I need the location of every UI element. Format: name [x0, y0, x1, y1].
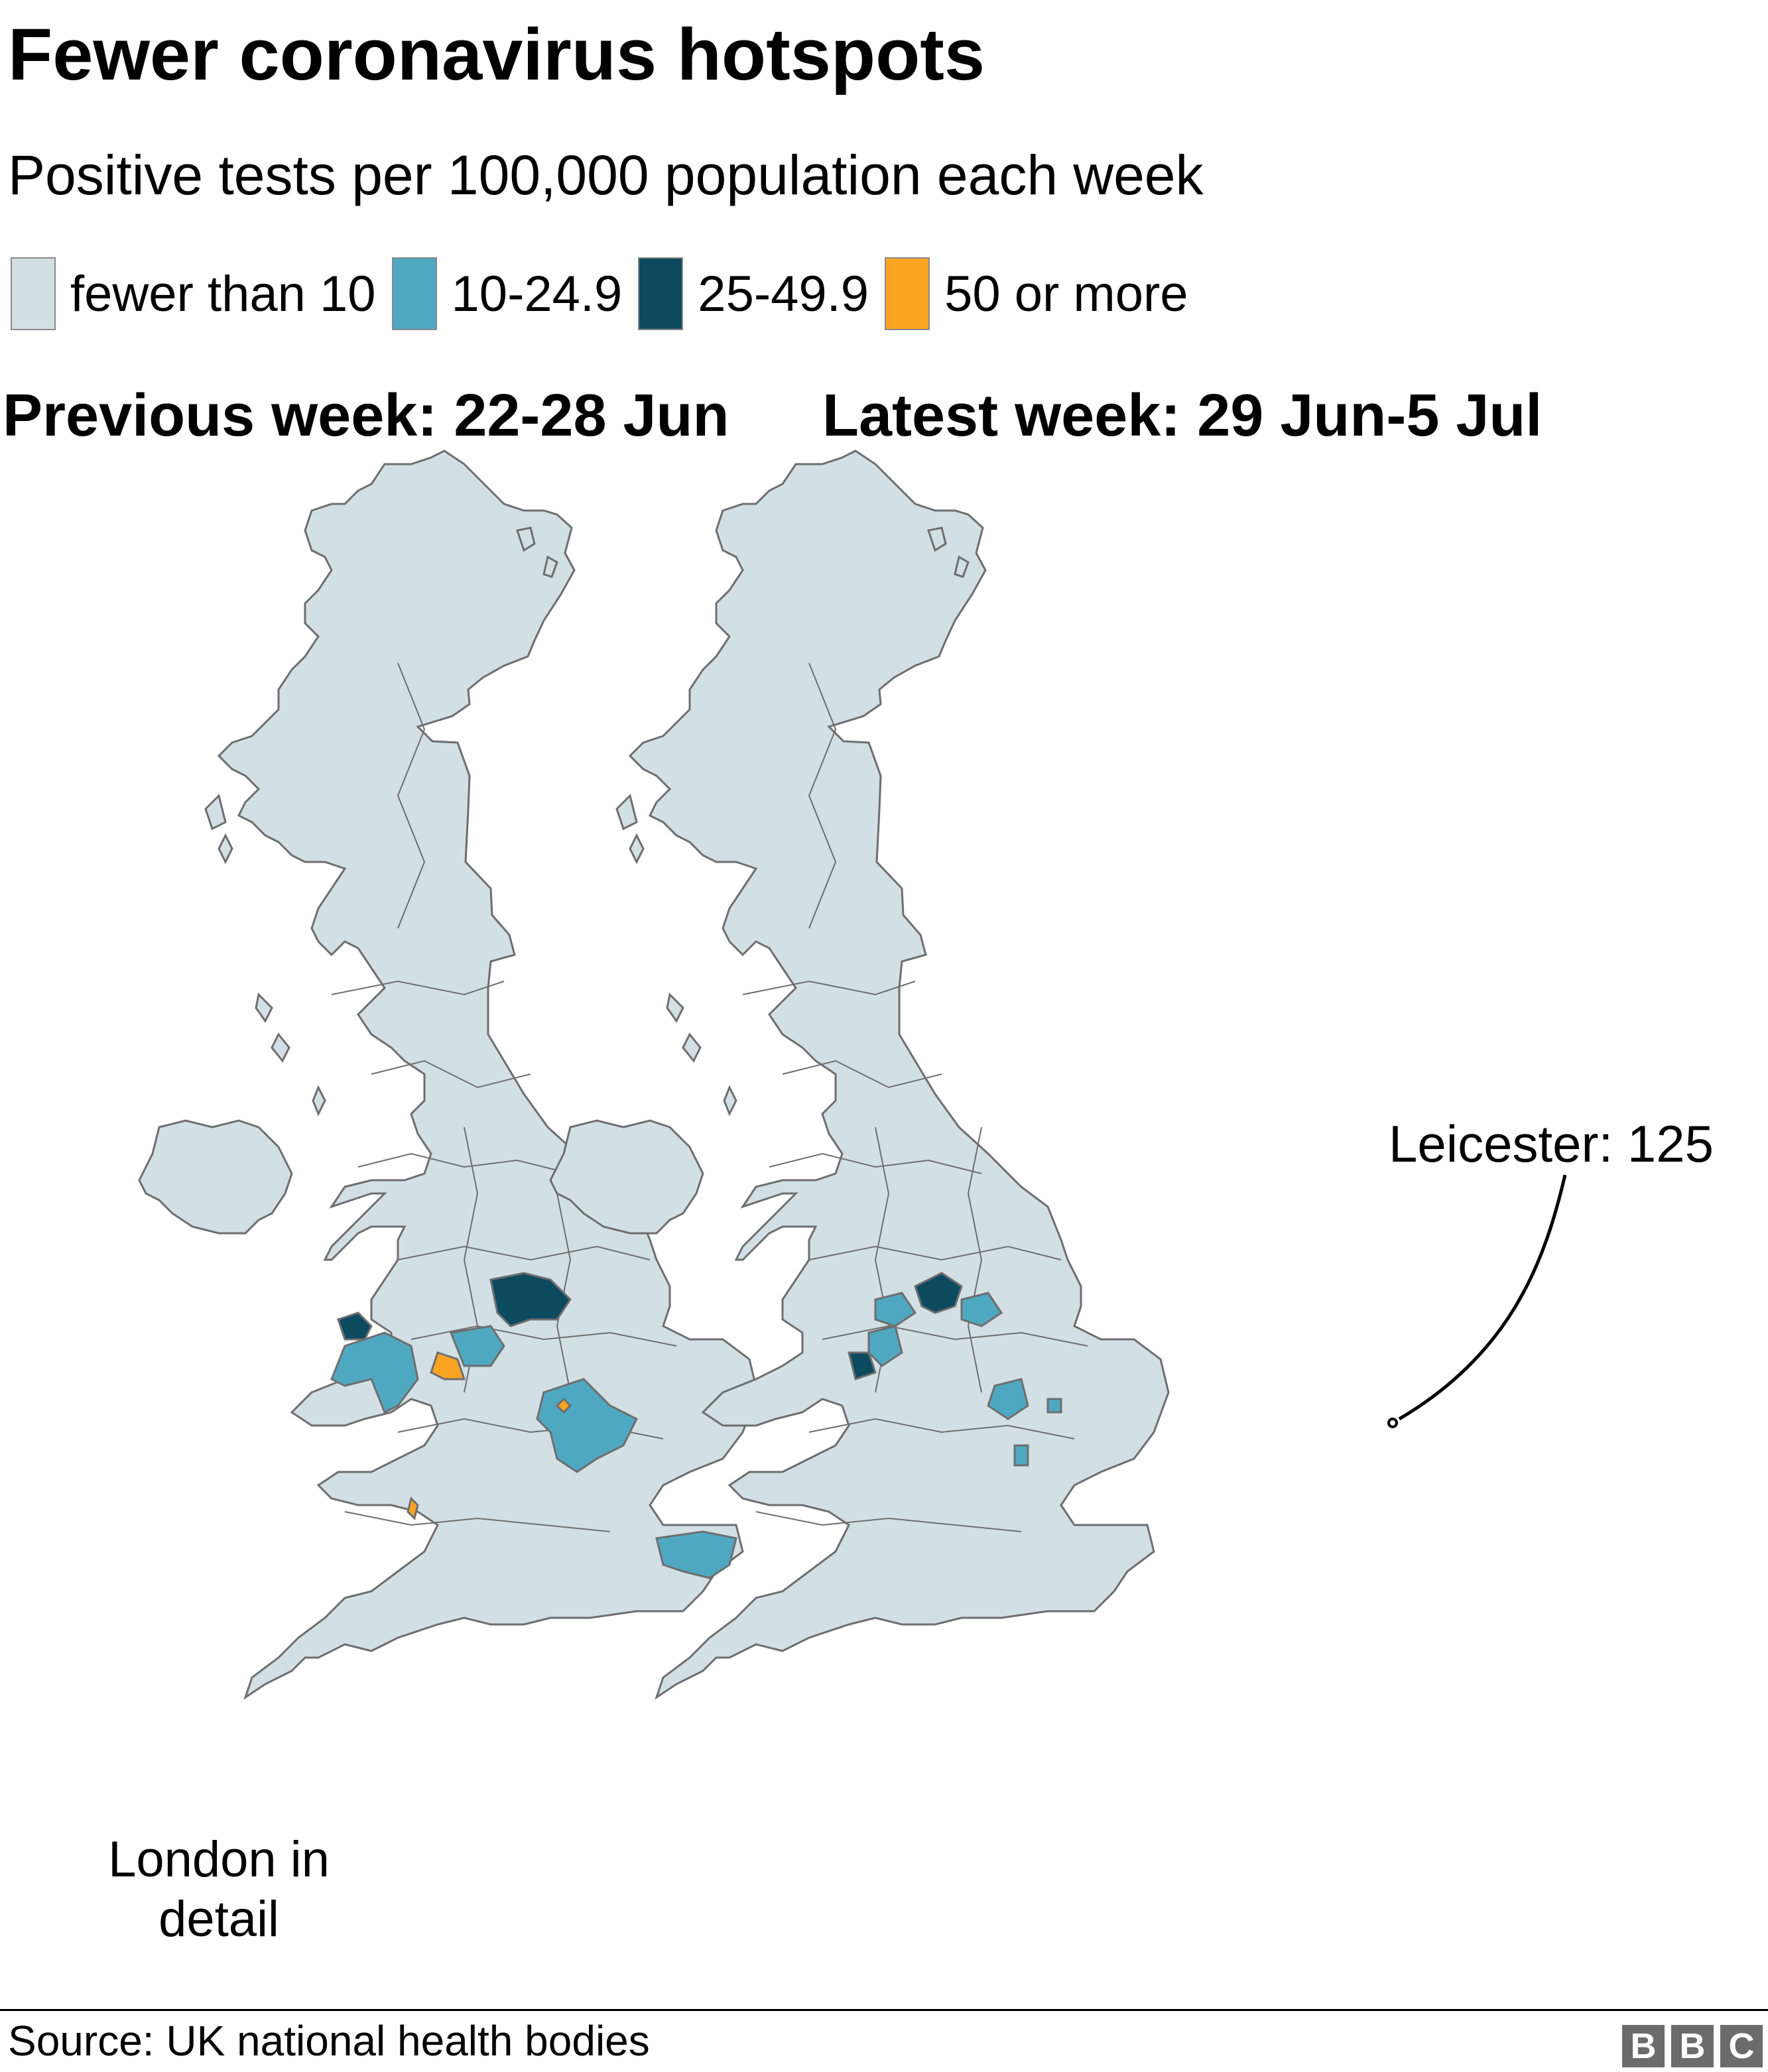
legend-label-high: 25-49.9 — [698, 265, 869, 322]
hotspot-kent — [655, 1530, 737, 1579]
legend-label-mid: 10-24.9 — [451, 265, 623, 322]
chart-subtitle: Positive tests per 100,000 population ea… — [8, 144, 1204, 206]
hotspot-dark-2 — [337, 1311, 373, 1341]
leicester-label: Leicester: 125 — [1389, 1115, 1714, 1173]
ni-outline-previous — [138, 1119, 293, 1235]
leicester-pointer-line — [1398, 1174, 1567, 1421]
latest-week-map — [549, 450, 1170, 1699]
hotspot-dark-1 — [489, 1272, 572, 1327]
hotspot-orange-1 — [430, 1351, 466, 1380]
hotspot-dark-latest-2 — [848, 1351, 877, 1380]
boundaries-latest — [742, 662, 1088, 1532]
legend-label-low: fewer than 10 — [70, 265, 376, 322]
leicester-marker — [1387, 1418, 1398, 1428]
legend-swatch-very-high — [885, 257, 930, 330]
hotspot-mid-wales — [330, 1331, 419, 1414]
boundaries-previous — [331, 662, 677, 1532]
hotspot-mid-latest-5 — [1013, 1444, 1029, 1467]
bbc-logo: B B C — [1615, 2025, 1763, 2067]
london-label-line2: detail — [158, 1890, 279, 1947]
latest-week-title: Latest week: 29 Jun-5 Jul — [822, 383, 1543, 449]
legend-item-mid: 10-24.9 — [391, 257, 623, 330]
chart-title: Fewer coronavirus hotspots — [8, 14, 985, 95]
hotspot-orange-2 — [555, 1397, 572, 1414]
bbc-logo-c: C — [1720, 2025, 1763, 2067]
hotspot-mid-latest-4 — [1046, 1398, 1062, 1414]
legend-item-very-high: 50 or more — [885, 257, 1188, 330]
hotspot-mid-latest-2 — [960, 1292, 1003, 1327]
legend-swatch-mid — [391, 257, 437, 330]
legend-item-high: 25-49.9 — [638, 257, 869, 330]
previous-week-map — [138, 450, 759, 1699]
footer-divider — [0, 2009, 1768, 2011]
maps-canvas: Leicester: 125 — [138, 450, 1714, 1699]
london-label: London in detail — [80, 1830, 358, 1949]
hotspot-dark-latest-1 — [914, 1272, 963, 1314]
leicester-annotation: Leicester: 125 — [1387, 1115, 1714, 1428]
hotspot-orange-3 — [407, 1496, 419, 1520]
legend: fewer than 10 10-24.9 25-49.9 50 or more — [11, 255, 1204, 332]
bbc-logo-b2: B — [1671, 2025, 1714, 2067]
legend-swatch-low — [11, 257, 56, 330]
hotspot-mid-2 — [449, 1325, 505, 1367]
legend-item-low: fewer than 10 — [11, 257, 376, 330]
gb-outline-previous — [218, 450, 759, 1699]
hotspot-mid-latest-3 — [867, 1325, 903, 1367]
london-label-line1: London in — [108, 1831, 330, 1888]
legend-label-very-high: 50 or more — [944, 265, 1188, 322]
legend-swatch-high — [638, 257, 684, 330]
source-note: Source: UK national health bodies — [8, 2017, 650, 2065]
previous-week-title: Previous week: 22-28 Jun — [3, 383, 729, 449]
bbc-logo-b1: B — [1622, 2025, 1665, 2067]
leicester-area — [987, 1378, 1029, 1420]
hotspot-mid-latest-1 — [874, 1292, 917, 1327]
gb-outline-latest — [629, 450, 1170, 1699]
